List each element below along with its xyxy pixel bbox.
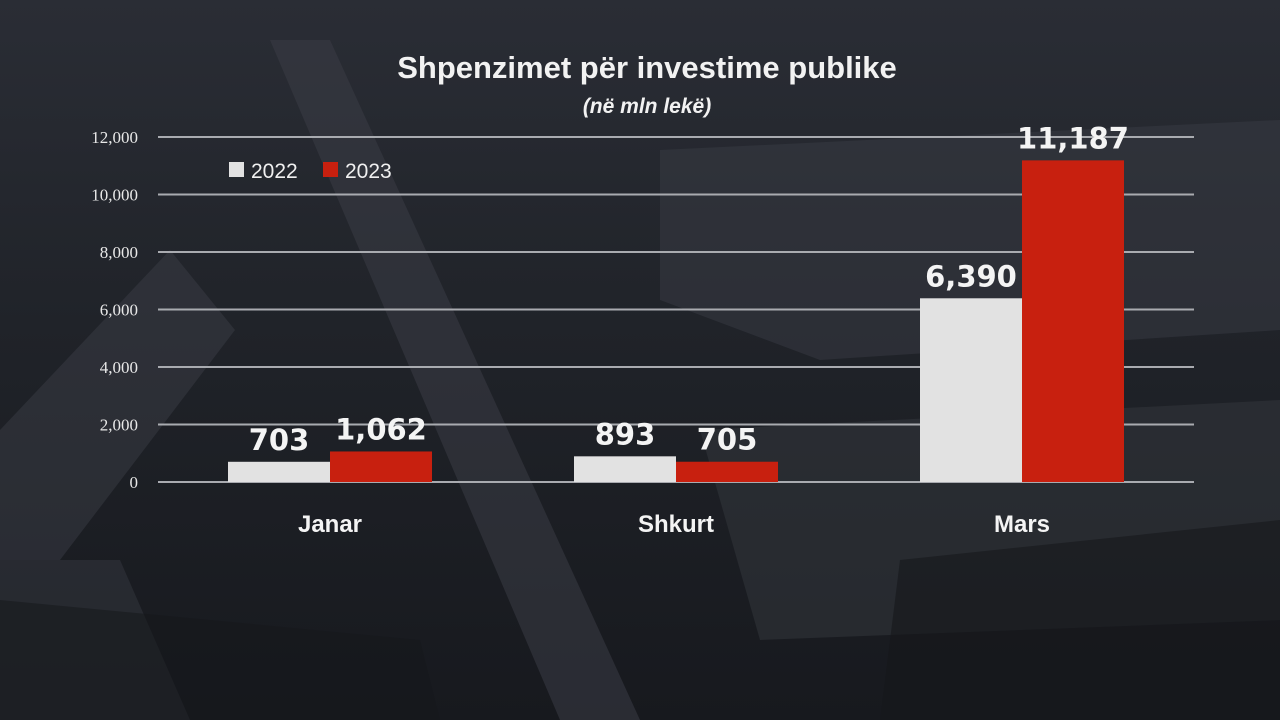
x-axis-ticks: Janar Shkurt Mars xyxy=(298,511,1050,538)
y-tick-label: 10,000 xyxy=(91,186,138,205)
legend-swatch-2022 xyxy=(229,162,244,177)
data-label-2022-mars: 6,390 xyxy=(925,259,1017,293)
bar-2023-janar xyxy=(330,451,432,482)
data-labels: 703 1,062 893 705 6,390 11,187 xyxy=(249,121,1129,456)
y-tick-label: 6,000 xyxy=(100,301,138,320)
bar-2022-janar xyxy=(228,461,330,482)
bar-2023-mars xyxy=(1022,160,1124,482)
data-label-2022-shkurt: 893 xyxy=(595,417,656,451)
x-tick-label-janar: Janar xyxy=(298,511,362,538)
y-tick-label: 0 xyxy=(130,473,139,492)
data-label-2023-shkurt: 705 xyxy=(697,423,758,457)
data-label-2022-janar: 703 xyxy=(249,423,310,457)
data-label-2023-mars: 11,187 xyxy=(1017,121,1129,155)
data-label-2023-janar: 1,062 xyxy=(335,412,427,446)
y-tick-label: 2,000 xyxy=(100,416,138,435)
chart-title: Shpenzimet për investime publike xyxy=(397,50,897,85)
y-tick-label: 12,000 xyxy=(91,128,138,147)
legend-label-2023: 2023 xyxy=(345,160,392,183)
chart-subtitle: (në mln lekë) xyxy=(583,95,711,118)
bar-2023-shkurt xyxy=(676,461,778,482)
y-tick-label: 4,000 xyxy=(100,358,138,377)
legend: 2022 2023 xyxy=(229,160,392,183)
bar-2022-mars xyxy=(920,298,1022,482)
legend-label-2022: 2022 xyxy=(251,160,298,183)
x-tick-label-mars: Mars xyxy=(994,511,1050,538)
bar-2022-shkurt xyxy=(574,456,676,482)
y-axis-ticks: 0 2,000 4,000 6,000 8,000 10,000 12,000 xyxy=(91,128,138,492)
y-tick-label: 8,000 xyxy=(100,243,138,262)
bars xyxy=(228,160,1124,482)
x-tick-label-shkurt: Shkurt xyxy=(638,511,714,538)
legend-swatch-2023 xyxy=(323,162,338,177)
